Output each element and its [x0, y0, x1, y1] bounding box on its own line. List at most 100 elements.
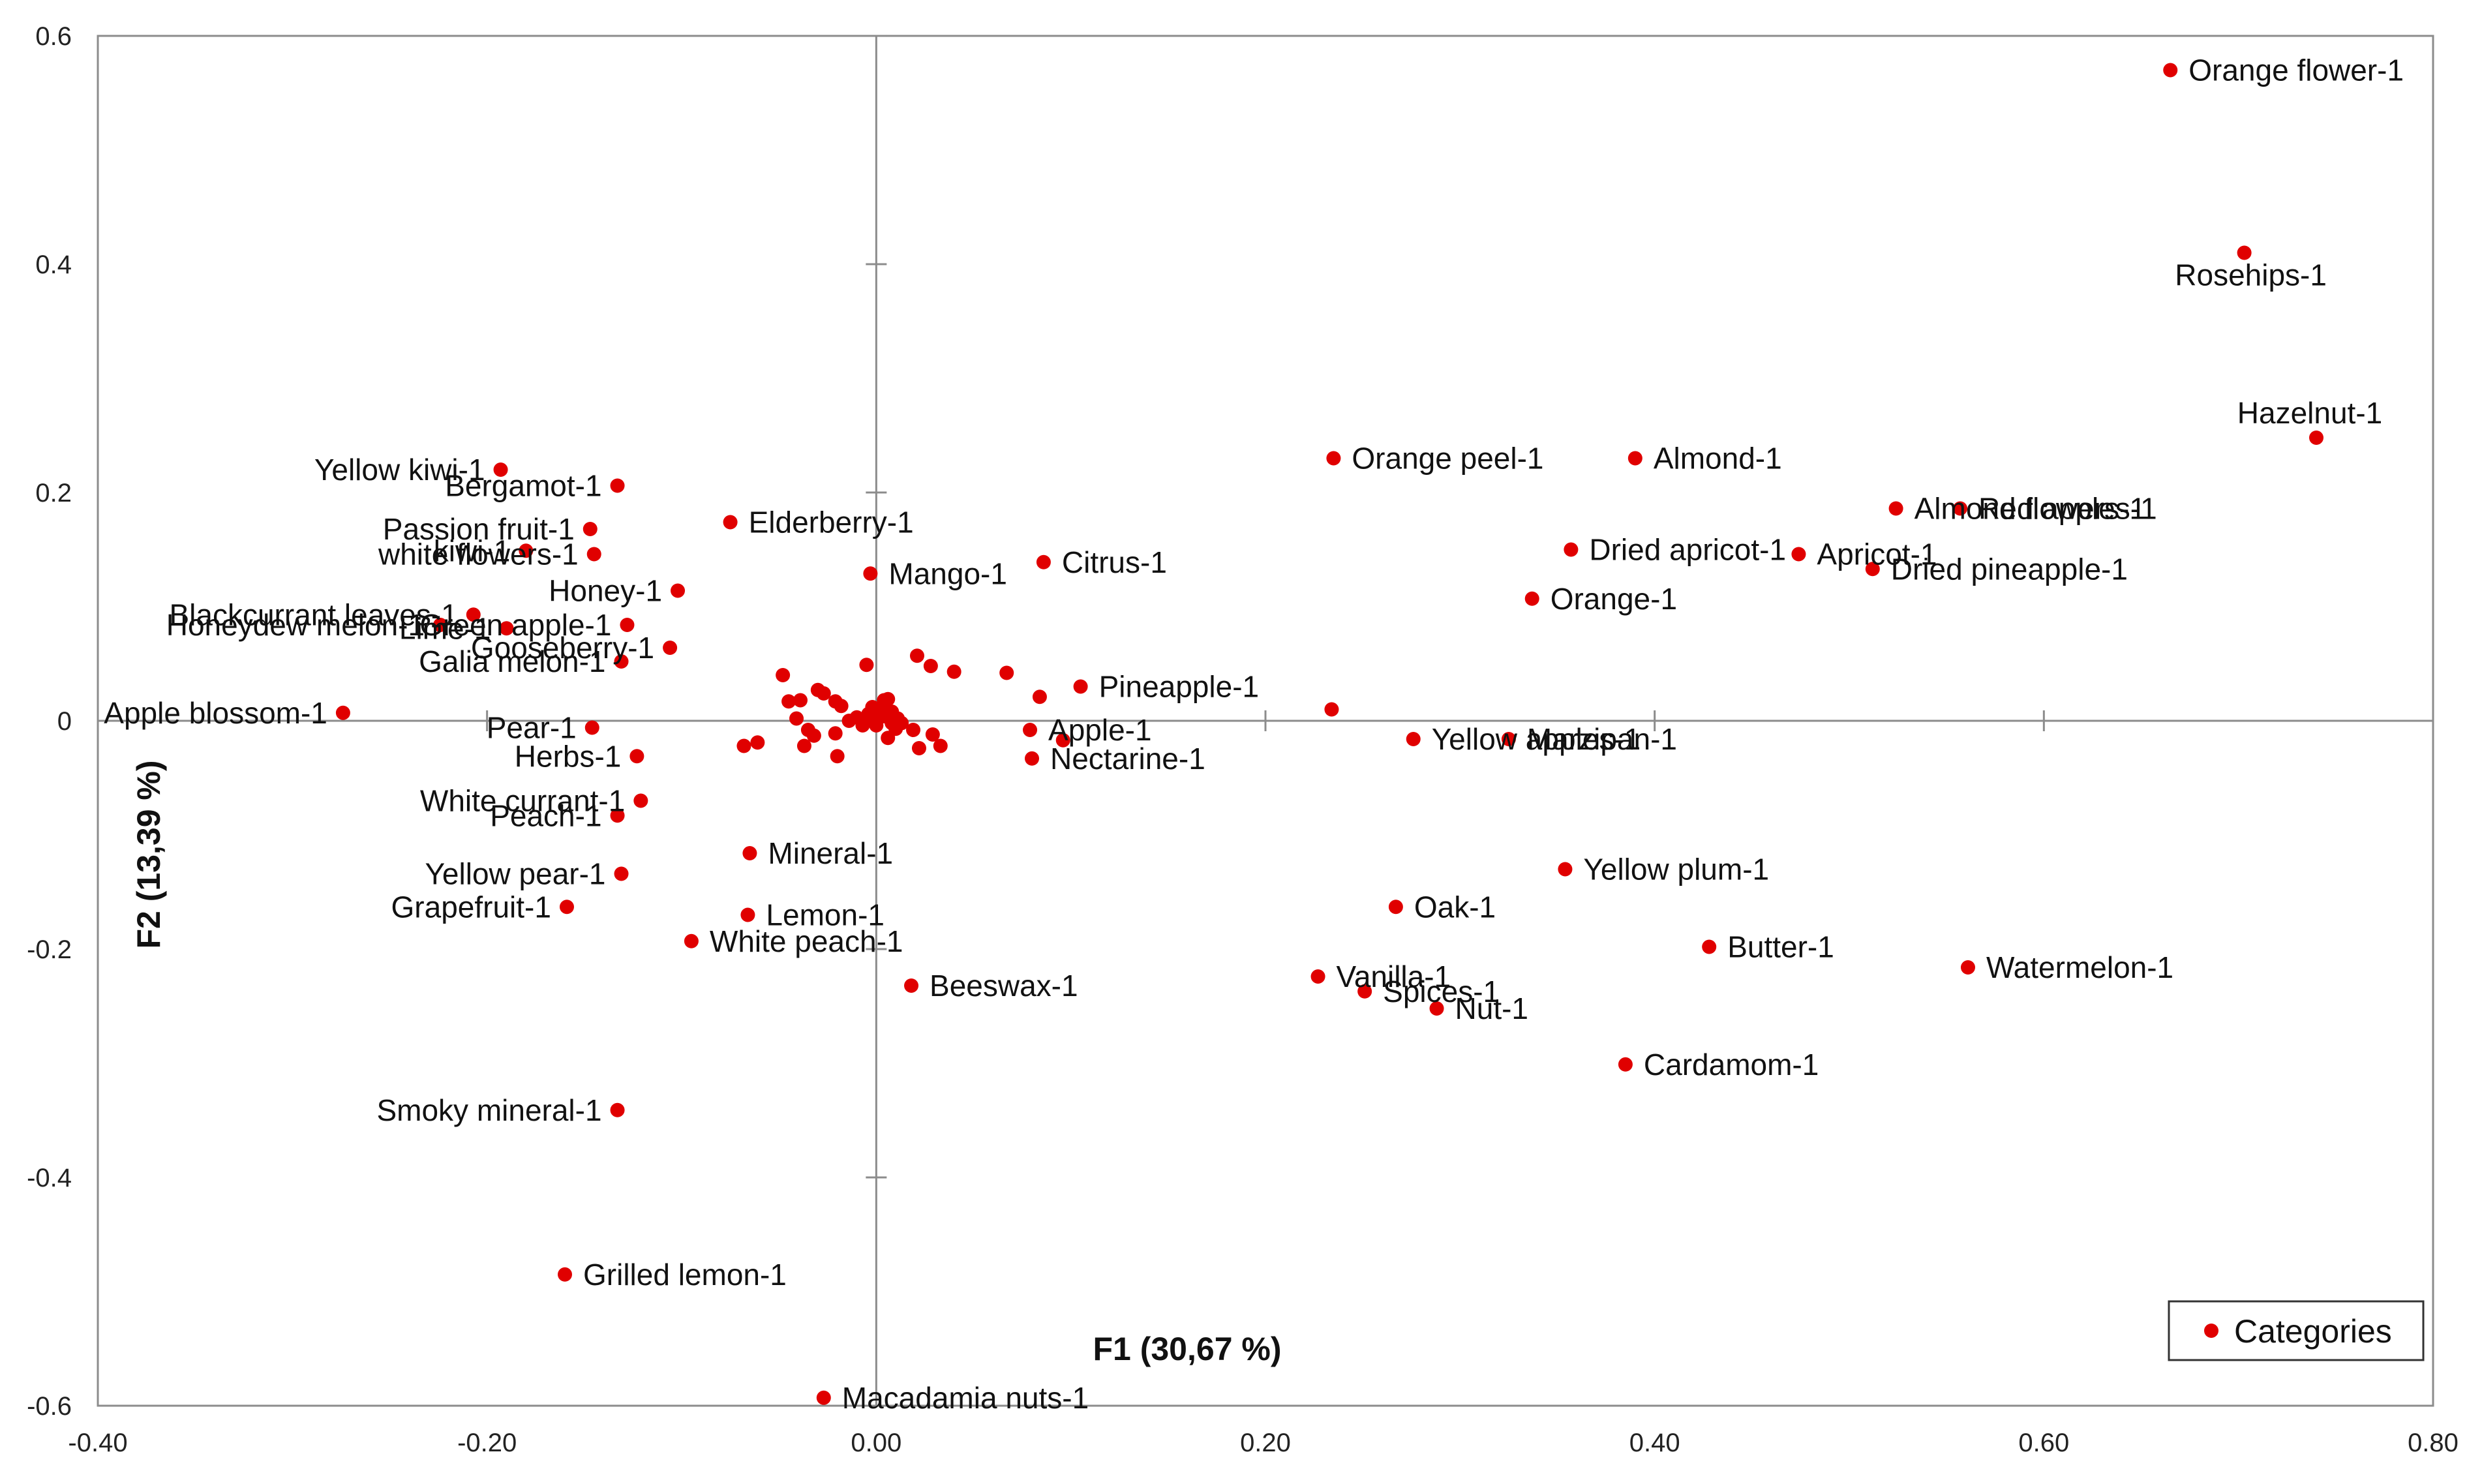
data-point: [2237, 245, 2252, 260]
data-point: [781, 694, 796, 709]
point-label: Oak-1: [1414, 890, 1496, 924]
point-label: Yellow apples-1: [1432, 722, 1641, 756]
point-label: Lime-1: [399, 611, 491, 645]
data-point: [828, 726, 843, 741]
data-point: [519, 543, 534, 558]
data-point: [1023, 723, 1038, 737]
x-axis-title: F1 (30,67 %): [1093, 1331, 1281, 1367]
data-point: [1627, 451, 1642, 466]
data-point: [1558, 862, 1573, 877]
data-point: [789, 711, 804, 726]
data-point: [925, 727, 940, 742]
point-labels: Orange flower-1 Rosehips-1 Hazelnut-1 Orang…: [104, 53, 2404, 1415]
data-point: [863, 566, 878, 581]
data-point: [1036, 554, 1051, 569]
point-label: Watermelon-1: [1986, 950, 2173, 984]
point-label: Elderberry-1: [749, 506, 914, 539]
data-point: [859, 658, 874, 673]
point-label: White peach-1: [710, 924, 903, 958]
data-point: [493, 462, 508, 477]
data-point: [834, 699, 849, 714]
data-point: [583, 522, 598, 536]
point-label: Almond flowers-1: [1914, 492, 2146, 526]
data-point: [1388, 900, 1403, 915]
point-label: Nut-1: [1455, 992, 1528, 1025]
data-point: [750, 735, 765, 750]
point-label: White currant-1: [420, 784, 625, 818]
point-label: Dried apricot-1: [1589, 533, 1786, 567]
point-label: Dried pineapple-1: [1891, 552, 2128, 586]
point-label: Cardamom-1: [1644, 1048, 1819, 1082]
data-point: [1524, 591, 1539, 606]
data-point: [865, 700, 880, 714]
point-label: Red apples-1: [1978, 492, 2157, 526]
data-point: [559, 900, 574, 915]
point-label: Citrus-1: [1062, 545, 1167, 579]
data-point: [335, 705, 350, 720]
data-point: [1953, 501, 1968, 516]
data-point: [877, 693, 892, 708]
data-point: [1791, 547, 1806, 562]
data-point: [946, 664, 961, 679]
data-point: [904, 978, 919, 993]
data-point: [1310, 969, 1325, 984]
x-tick-label: 0.20: [1240, 1429, 1291, 1457]
point-label: Vanilla-1: [1337, 960, 1451, 993]
y-tick-label: 0.4: [35, 250, 72, 279]
point-label: Passion fruit-1: [383, 512, 575, 546]
y-axis-title: F2 (13,39 %): [130, 760, 167, 948]
point-label: Mango-1: [888, 556, 1007, 590]
x-tick-label: 0.40: [1629, 1429, 1680, 1457]
legend-marker: [2204, 1324, 2218, 1338]
data-point: [614, 866, 629, 881]
point-label: Marzipan-1: [1527, 722, 1677, 756]
point-label: Mineral-1: [768, 836, 893, 870]
point-label: Yellow pear-1: [425, 857, 605, 891]
y-tick-label: -0.2: [27, 935, 72, 964]
data-point: [911, 741, 926, 755]
data-point: [586, 547, 601, 562]
point-label: Hazelnut-1: [2237, 396, 2382, 430]
data-point: [1357, 984, 1372, 999]
data-point: [923, 659, 938, 673]
point-label: Apple-1: [1048, 713, 1152, 747]
data-point: [816, 686, 831, 701]
point-label: Lemon-1: [766, 898, 885, 932]
data-point: [1865, 562, 1880, 577]
point-label: Grapefruit-1: [391, 890, 551, 924]
point-label: Orange-1: [1551, 582, 1677, 616]
data-point: [740, 907, 755, 922]
point-label: Green apple-1: [419, 608, 611, 642]
point-label: Pineapple-1: [1099, 670, 1260, 704]
point-label: Grilled lemon-1: [583, 1258, 787, 1292]
data-point: [1324, 702, 1339, 717]
data-point: [1564, 542, 1579, 557]
data-point: [1032, 689, 1047, 704]
point-label: Almond-1: [1654, 442, 1782, 476]
y-tick-label: 0.6: [35, 22, 72, 51]
x-tick-label: 0.80: [2408, 1429, 2459, 1457]
data-points: [335, 63, 2323, 1405]
point-label: Bergamot-1: [445, 469, 601, 503]
point-label: Gooseberry-1: [471, 631, 654, 665]
point-label: Rosehips-1: [2175, 258, 2327, 292]
y-tick-label: -0.6: [27, 1392, 72, 1421]
data-point: [1618, 1057, 1633, 1072]
data-point: [633, 793, 648, 808]
point-label: Herbs-1: [515, 739, 622, 773]
point-label: Pear-1: [487, 711, 577, 745]
point-label: Honey-1: [549, 574, 662, 608]
data-point: [466, 607, 481, 622]
point-label: Honeydew melon-1: [166, 608, 425, 642]
data-point: [1073, 679, 1088, 694]
point-label: Smoky mineral-1: [376, 1093, 601, 1127]
point-label: Orange peel-1: [1352, 442, 1543, 476]
data-point: [2163, 63, 2178, 78]
data-point: [796, 738, 811, 753]
data-point: [558, 1267, 572, 1282]
data-point: [1960, 960, 1975, 975]
point-label: Beeswax-1: [930, 969, 1078, 1003]
point-label: Blackcurrant leaves-1: [169, 598, 457, 631]
data-point: [1501, 732, 1516, 746]
